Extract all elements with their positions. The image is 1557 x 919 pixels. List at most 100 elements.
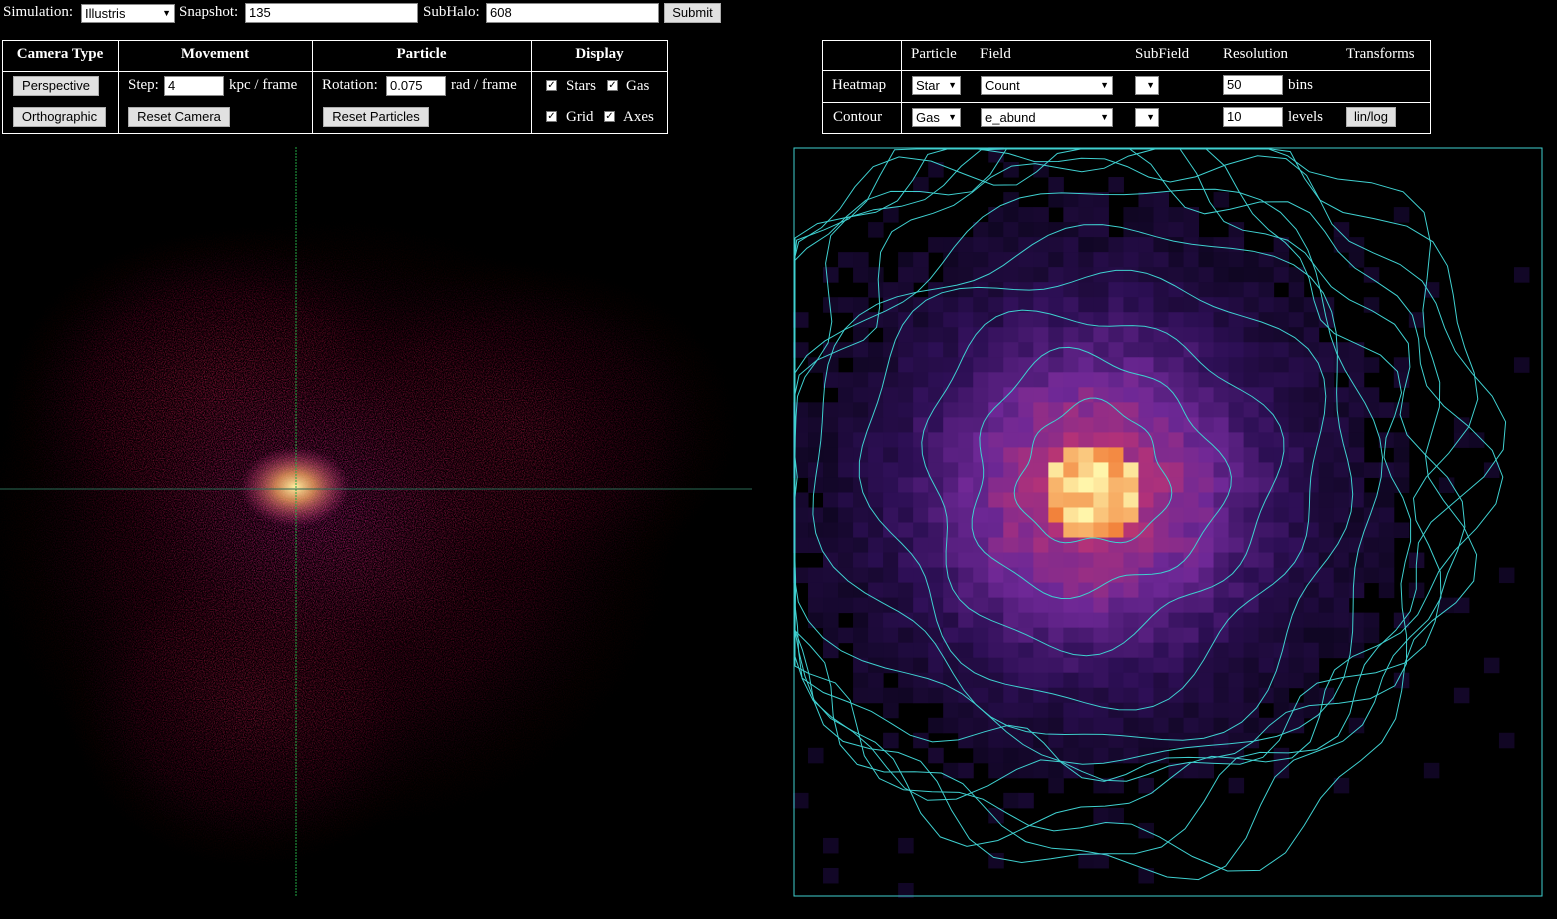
lin-log-button[interactable]: lin/log (1346, 107, 1396, 127)
heatmap-cell (943, 462, 959, 478)
heatmap-cell (1498, 732, 1515, 749)
heatmap-cell (1198, 387, 1215, 403)
contour-subfield-select[interactable]: ▼ (1135, 108, 1159, 127)
heatmap-cell (1273, 552, 1290, 569)
reset-particles-button[interactable]: Reset Particles (323, 107, 429, 127)
heatmap-cell (1003, 402, 1019, 418)
heatmap-cell (1303, 327, 1320, 343)
snapshot-input[interactable]: 135 (245, 3, 418, 23)
contour-field-select[interactable]: e_abund ▼ (981, 108, 1113, 127)
heatmap-cell (1063, 687, 1079, 704)
heatmap-cell (988, 762, 1004, 779)
heatmap-cell (913, 432, 929, 448)
heatmap-cell (1048, 387, 1064, 403)
heatmap-resolution-input[interactable]: 50 (1223, 75, 1283, 95)
gas-checkbox[interactable]: ✓ (607, 80, 618, 91)
heatmap-cell (1198, 402, 1215, 418)
grid-checkbox[interactable]: ✓ (546, 111, 557, 122)
particle-3d-viewer[interactable] (0, 145, 752, 897)
heatmap-cell (883, 462, 899, 478)
heatmap-cell (1063, 402, 1079, 418)
heatmap-cell (958, 492, 974, 508)
heatmap-cell (1303, 507, 1320, 523)
heatmap-cell (1033, 567, 1049, 584)
heatmap-cell (898, 597, 914, 614)
contour-particle-select[interactable]: Gas ▼ (912, 108, 961, 127)
heatmap-cell (1408, 312, 1425, 328)
heatmap-cell (1348, 432, 1365, 448)
heatmap-cell (1063, 357, 1079, 373)
heatmap-cell (1033, 252, 1049, 268)
heatmap-cell (1303, 537, 1320, 554)
heatmap-cell (1078, 402, 1094, 418)
heatmap-cell (1063, 597, 1079, 614)
heatmap-cell (1483, 462, 1500, 478)
heatmap-cell (1048, 762, 1064, 779)
heatmap-cell (1303, 312, 1320, 328)
heatmap-cell (1168, 627, 1185, 644)
heatmap-cell (1093, 402, 1109, 418)
heatmap-cell (1288, 537, 1305, 554)
heatmap-cell (943, 687, 959, 704)
heatmap-contour-plot[interactable] (793, 147, 1544, 899)
heatmap-cell (808, 477, 824, 493)
heatmap-cell (1243, 732, 1260, 749)
heatmap-cell (898, 327, 914, 343)
heatmap-cell (1183, 672, 1200, 689)
heatmap-cell (1108, 627, 1124, 644)
heatmap-cell (1033, 612, 1049, 629)
heatmap-cell (973, 297, 989, 313)
heatmap-field-select[interactable]: Count ▼ (981, 76, 1113, 95)
heatmap-cell (1333, 462, 1350, 478)
perspective-button[interactable]: Perspective (13, 76, 99, 96)
heatmap-cell (1153, 552, 1169, 569)
heatmap-cell (1123, 687, 1139, 704)
heatmap-cell (1318, 492, 1335, 508)
heatmap-cell (1078, 447, 1094, 463)
heatmap-cell (883, 642, 899, 659)
heatmap-cell (1168, 477, 1185, 493)
heatmap-cell (958, 282, 974, 298)
rotation-input[interactable]: 0.075 (386, 76, 446, 96)
heatmap-cell (928, 402, 944, 418)
heatmap-cell (898, 297, 914, 313)
heatmap-cell (1168, 552, 1185, 569)
simulation-select[interactable]: Illustris ▼ (81, 4, 175, 23)
heatmap-cell (1033, 642, 1049, 659)
heatmap-cell (1318, 627, 1335, 644)
heatmap-subfield-select[interactable]: ▼ (1135, 76, 1159, 95)
heatmap-cell (1153, 612, 1169, 629)
heatmap-cell (1033, 222, 1049, 238)
heatmap-cell (1333, 357, 1350, 373)
heatmap-cell (1243, 702, 1260, 719)
heatmap-cell (1333, 222, 1350, 238)
heatmap-cell (1078, 267, 1094, 283)
heatmap-cell (1078, 492, 1094, 508)
heatmap-cell (1153, 582, 1169, 599)
heatmap-cell (1018, 327, 1034, 343)
subhalo-input[interactable]: 608 (486, 3, 659, 23)
heatmap-cell (1018, 372, 1034, 388)
heatmap-cell (1288, 297, 1305, 313)
heatmap-particle-select[interactable]: Star ▼ (912, 76, 961, 95)
heatmap-cell (1168, 537, 1185, 554)
axes-checkbox[interactable]: ✓ (604, 111, 615, 122)
contour-line (794, 148, 1504, 847)
stars-checkbox[interactable]: ✓ (546, 80, 557, 91)
reset-camera-button[interactable]: Reset Camera (128, 107, 230, 127)
heatmap-cell (1228, 672, 1245, 689)
heatmap-cell (1033, 597, 1049, 614)
submit-button[interactable]: Submit (664, 3, 721, 23)
heatmap-cell (1078, 657, 1094, 674)
divider (118, 40, 119, 134)
heatmap-cell (1123, 702, 1139, 719)
orthographic-button[interactable]: Orthographic (13, 107, 106, 127)
heatmap-cell (1243, 432, 1260, 448)
contour-resolution-input[interactable]: 10 (1223, 107, 1283, 127)
heatmap-cell (1273, 687, 1290, 704)
step-input[interactable]: 4 (164, 76, 224, 96)
heatmap-cell (943, 552, 959, 569)
heatmap-cell (1003, 237, 1019, 253)
heatmap-cell (1048, 327, 1064, 343)
heatmap-cell (958, 252, 974, 268)
